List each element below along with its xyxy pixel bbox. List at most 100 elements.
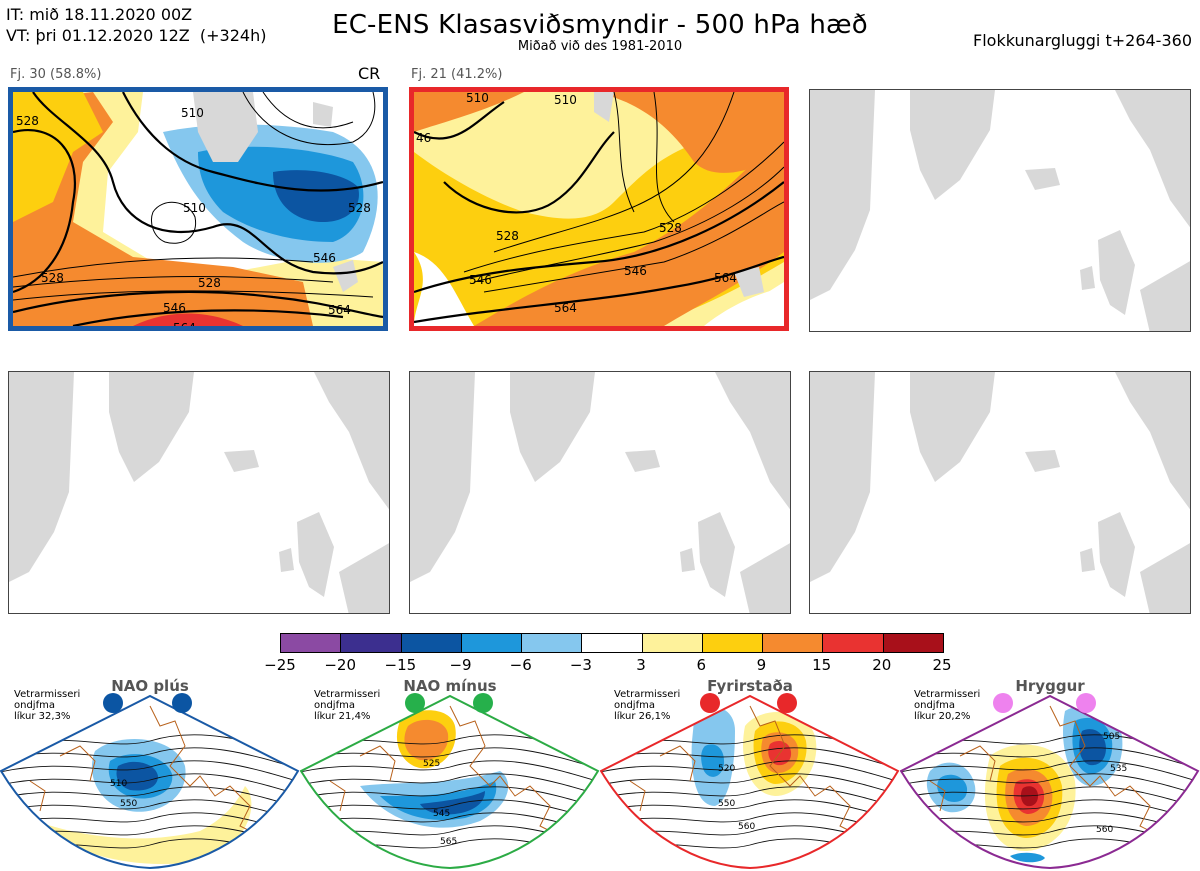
height-contour: [901, 760, 1198, 783]
contour-label: 564: [554, 301, 577, 315]
contour-label: 525: [423, 759, 440, 769]
regime-title: NAO mínus: [403, 677, 497, 695]
colorbar-swatch: [341, 634, 402, 652]
regime-title: Fyrirstaða: [707, 677, 793, 695]
contour-label: 564: [714, 271, 737, 285]
contour-label: 564: [173, 321, 196, 326]
contour-label: 528: [41, 271, 64, 285]
anomaly-shading: [1079, 729, 1106, 766]
regime-note: Vetrarmisseri ondjfma líkur 26,1%: [614, 689, 681, 722]
colorbar-swatch: [461, 634, 523, 652]
page-subtitle: Miðað við des 1981-2010: [517, 39, 683, 54]
cluster-2-label: Fj. 21 (41.2%): [411, 67, 503, 82]
regime-map: 510 550: [0, 693, 300, 870]
regime-note: Vetrarmisseri ondjfma líkur 32,3%: [14, 689, 81, 722]
regime-marker-dot: [473, 693, 493, 713]
colorbar-swatch: [823, 634, 884, 652]
height-contour: [901, 773, 1198, 796]
colorbar-swatch: [401, 634, 462, 652]
colorbar-swatch: [281, 634, 342, 652]
regime-marker-dot: [405, 693, 425, 713]
contour-label: 545: [433, 809, 450, 819]
height-contour: [1, 747, 298, 770]
coastline: [329, 705, 561, 837]
colorbar-tick-label: −15: [384, 656, 417, 674]
contour-label: 510: [554, 93, 577, 107]
height-contour: [301, 773, 598, 796]
regime-title: Hryggur: [1015, 677, 1085, 695]
valid-time: VT: þri 01.12.2020 12Z (+324h): [6, 26, 267, 45]
height-contour: [301, 799, 598, 822]
height-contour: [301, 760, 598, 783]
anomaly-shading: [701, 744, 725, 777]
cluster-2-map: 510 46 528 546 564 528 546 564 510: [409, 87, 789, 331]
colorbar-swatch: [582, 634, 643, 652]
contour-label: 550: [120, 799, 137, 809]
coastline: [929, 705, 1161, 837]
regime-map: 525 545 565: [300, 693, 600, 870]
page-title: EC-ENS Klasasviðsmyndir - 500 hPa hæð: [332, 10, 868, 40]
height-contour: [601, 747, 898, 770]
height-contour: [1, 812, 298, 835]
contour-label: 546: [313, 251, 336, 265]
regime-map: 520 550 560: [600, 693, 900, 870]
contour-label: 546: [163, 301, 186, 315]
regime-marker-dot: [1076, 693, 1096, 713]
regime-title: NAO plús: [111, 677, 189, 695]
contour-label: 46: [416, 131, 431, 145]
colorbar-swatch: [763, 634, 824, 652]
initial-time: IT: mið 18.11.2020 00Z: [6, 5, 193, 24]
colorbar-tick-label: −6: [509, 656, 532, 674]
height-contour: [901, 786, 1198, 809]
regime-frame: [0, 694, 300, 870]
height-contour: [1, 773, 298, 796]
regime-frame: [300, 694, 600, 870]
regime-map: 505 535 560: [900, 693, 1200, 870]
regime-frame: [900, 694, 1200, 870]
contour-label: 546: [469, 273, 492, 287]
height-contour: [601, 799, 898, 822]
contour-label: 510: [110, 779, 127, 789]
contour-label: 510: [183, 201, 206, 215]
coastline: [629, 705, 861, 837]
contour-label: 546: [624, 264, 647, 278]
colorbar-tick-label: 9: [756, 656, 767, 674]
height-contour: [901, 812, 1198, 835]
colorbar-tick-label: 15: [812, 656, 832, 674]
anomaly-shading: [1010, 852, 1045, 863]
colorbar-tick-label: −3: [569, 656, 592, 674]
contour-label: 510: [181, 106, 204, 120]
colorbar-tick-label: 20: [872, 656, 892, 674]
colorbar-tick-label: −20: [324, 656, 356, 674]
contour-label: 560: [738, 822, 755, 832]
coastline: [29, 705, 261, 837]
contour-label: 520: [718, 764, 735, 774]
empty-map-5: [409, 371, 791, 614]
cluster-1-tag: CR: [358, 64, 381, 83]
colorbar-tick-label: −9: [449, 656, 472, 674]
anomaly-shading: [404, 719, 449, 761]
regime-marker-dot: [103, 693, 123, 713]
contour-label: 550: [718, 799, 735, 809]
regime-note: Vetrarmisseri ondjfma líkur 21,4%: [314, 689, 381, 722]
height-contour: [901, 747, 1198, 770]
height-contour: [601, 760, 898, 783]
contour-label: 528: [659, 221, 682, 235]
contour-label: 564: [328, 303, 351, 317]
contour-label: 560: [1096, 825, 1113, 835]
regime-marker-dot: [993, 693, 1013, 713]
height-contour: [601, 786, 898, 809]
height-contour: [301, 812, 598, 835]
colorbar: [280, 633, 944, 653]
height-contour: [1, 799, 298, 822]
cluster-1-map: 528 510 510 528 546 528 546 564 564 528: [8, 87, 388, 331]
anomaly-shading: [937, 774, 968, 802]
contour-label: 528: [496, 229, 519, 243]
classification-window: Flokkunargluggi t+264-360: [973, 31, 1192, 50]
height-contour: [1, 786, 298, 809]
colorbar-swatch: [702, 634, 764, 652]
height-contour: [601, 812, 898, 835]
colorbar-tick-label: 25: [932, 656, 952, 674]
empty-map-3: [809, 89, 1191, 332]
contour-label: 528: [198, 276, 221, 290]
